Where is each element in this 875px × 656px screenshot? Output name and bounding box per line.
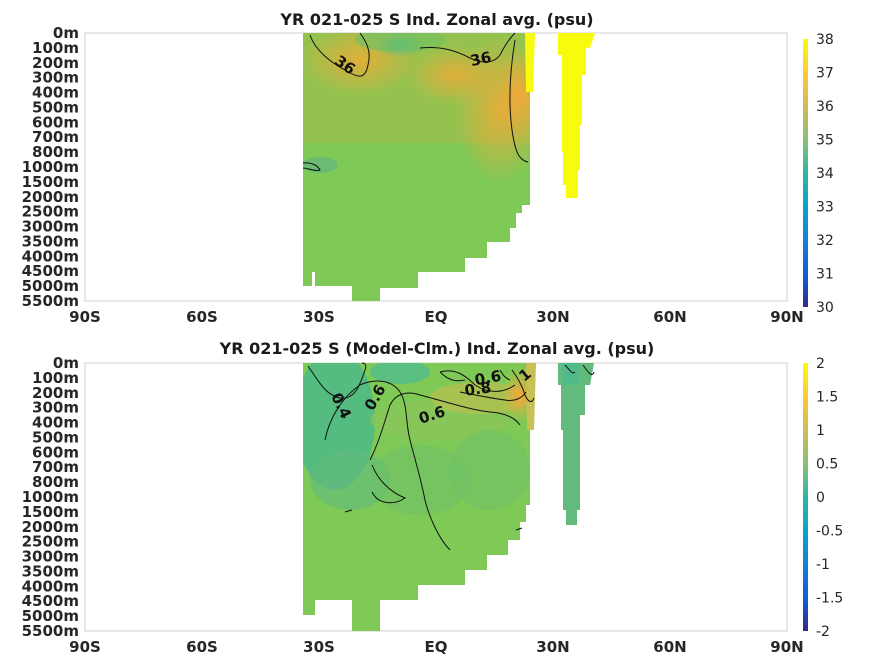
- contour-lines: [307, 362, 595, 551]
- contour-label: 0.6: [473, 367, 502, 389]
- y-tick-label: 300m: [32, 399, 79, 417]
- x-tick-label: 90S: [69, 308, 101, 326]
- y-tick-label: 200m: [32, 384, 79, 402]
- x-tick-label: 60S: [186, 638, 218, 656]
- y-tick-label: 400m: [32, 414, 79, 432]
- y-tick-label: 800m: [32, 473, 79, 491]
- y-tick-label: 400m: [32, 84, 79, 102]
- x-tick-label: 30N: [536, 308, 569, 326]
- x-tick-label: EQ: [425, 638, 448, 656]
- x-tick-label: 60N: [653, 308, 686, 326]
- colorbar-tick-label: 34: [816, 166, 834, 182]
- y-tick-label: 2000m: [22, 518, 79, 536]
- x-tick-label: 90S: [69, 638, 101, 656]
- salinity-field: [303, 33, 530, 301]
- y-tick-label: 5000m: [22, 607, 79, 625]
- anomaly-field: [303, 363, 530, 631]
- y-tick-label: 4000m: [22, 247, 79, 265]
- colorbar-tick-label: 38: [816, 32, 834, 48]
- salinity-panel: YR 021-025 S Ind. Zonal avg. (psu) 36: [22, 10, 834, 326]
- colorbar-tick-label: -2: [816, 624, 830, 640]
- y-tick-label: 5500m: [22, 292, 79, 310]
- x-tick-label: EQ: [425, 308, 448, 326]
- colorbar-tick-label: -1: [816, 557, 830, 573]
- x-tick-label: 30S: [303, 308, 335, 326]
- marginal-sea-field: [526, 363, 594, 525]
- y-tick-label: 600m: [32, 113, 79, 131]
- colorbar-tick-label: 1: [816, 423, 825, 439]
- y-axis-labels: 0m100m200m300m400m500m600m700m800m1000m1…: [22, 24, 79, 310]
- y-tick-label: 600m: [32, 443, 79, 461]
- colorbar-tick-label: 36: [816, 99, 834, 115]
- colorbar: [803, 363, 808, 631]
- y-axis-labels: 0m100m200m300m400m500m600m700m800m1000m1…: [22, 354, 79, 640]
- colorbar-tick-label: 31: [816, 267, 834, 283]
- y-tick-label: 1000m: [22, 488, 79, 506]
- contour-lines: [302, 32, 529, 172]
- y-tick-label: 3500m: [22, 562, 79, 580]
- marginal-sea-field: [525, 33, 595, 198]
- colorbar-labels: 30 31 32 33 34 35 36 37 38: [816, 32, 834, 316]
- y-tick-label: 0m: [53, 354, 79, 372]
- x-tick-label: 90N: [770, 638, 803, 656]
- y-tick-label: 2500m: [22, 533, 79, 551]
- contour-label: 0.8: [463, 378, 492, 400]
- y-tick-label: 700m: [32, 458, 79, 476]
- y-tick-label: 5500m: [22, 622, 79, 640]
- colorbar-tick-label: -1.5: [816, 591, 843, 607]
- colorbar-tick-label: 37: [816, 66, 834, 82]
- y-tick-label: 4000m: [22, 577, 79, 595]
- y-tick-label: 4500m: [22, 262, 79, 280]
- y-tick-label: 1500m: [22, 503, 79, 521]
- salinity-anomaly-panel: YR 021-025 S (Model-Clm.) Ind. Zonal avg…: [22, 339, 844, 656]
- y-tick-label: 300m: [32, 69, 79, 87]
- colorbar-tick-label: 2: [816, 356, 825, 372]
- y-tick-label: 500m: [32, 98, 79, 116]
- colorbar-tick-label: 0: [816, 490, 825, 506]
- colorbar-tick-label: 0.5: [816, 457, 838, 473]
- colorbar-tick-label: 33: [816, 200, 834, 216]
- y-tick-label: 2500m: [22, 203, 79, 221]
- y-tick-label: 0m: [53, 24, 79, 42]
- y-tick-label: 1500m: [22, 173, 79, 191]
- y-tick-label: 5000m: [22, 277, 79, 295]
- y-tick-label: 100m: [32, 369, 79, 387]
- colorbar-tick-label: -0.5: [816, 524, 843, 540]
- x-axis-labels: 90S 60S 30S EQ 30N 60N 90N: [69, 308, 804, 326]
- colorbar-tick-label: 1.5: [816, 390, 838, 406]
- x-tick-label: 90N: [770, 308, 803, 326]
- chart-title: YR 021-025 S Ind. Zonal avg. (psu): [279, 10, 593, 29]
- chart-title: YR 021-025 S (Model-Clm.) Ind. Zonal avg…: [219, 339, 655, 358]
- colorbar-tick-label: 30: [816, 300, 834, 316]
- x-tick-label: 30N: [536, 638, 569, 656]
- colorbar-tick-label: 35: [816, 133, 834, 149]
- x-axis-labels: 90S 60S 30S EQ 30N 60N 90N: [69, 638, 804, 656]
- y-tick-label: 200m: [32, 54, 79, 72]
- y-tick-label: 1000m: [22, 158, 79, 176]
- y-tick-label: 800m: [32, 143, 79, 161]
- y-tick-label: 4500m: [22, 592, 79, 610]
- y-tick-label: 2000m: [22, 188, 79, 206]
- y-tick-label: 500m: [32, 428, 79, 446]
- colorbar-tick-label: 32: [816, 233, 834, 249]
- colorbar-labels: -2 -1.5 -1 -0.5 0 0.5 1 1.5 2: [816, 356, 843, 640]
- colorbar: [803, 39, 808, 307]
- x-tick-label: 30S: [303, 638, 335, 656]
- y-tick-label: 100m: [32, 39, 79, 57]
- y-tick-label: 3000m: [22, 218, 79, 236]
- contour-label: 36: [469, 48, 493, 70]
- y-tick-label: 3500m: [22, 232, 79, 250]
- x-tick-label: 60S: [186, 308, 218, 326]
- y-tick-label: 700m: [32, 128, 79, 146]
- y-tick-label: 3000m: [22, 548, 79, 566]
- x-tick-label: 60N: [653, 638, 686, 656]
